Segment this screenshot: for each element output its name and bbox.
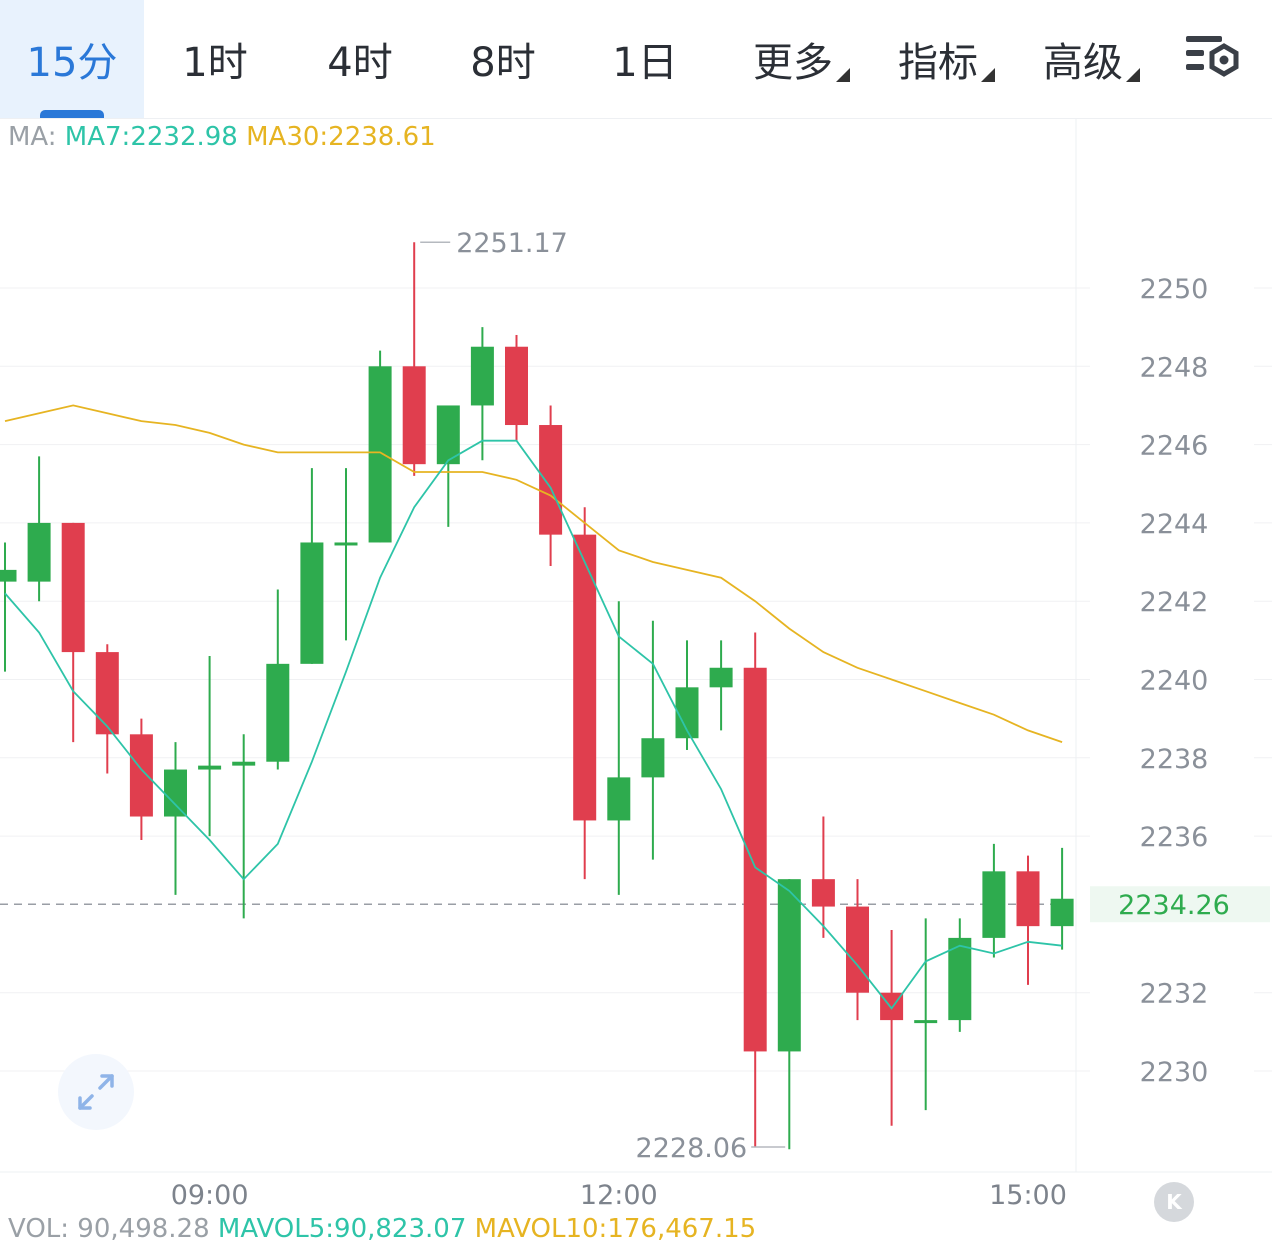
candle-body (61, 522, 85, 653)
dropdown-caret-icon (1126, 68, 1140, 82)
y-tick-label: 2244 (1140, 509, 1209, 540)
tab-label: 更多 (753, 40, 833, 86)
current-price-label: 2234.26 (1118, 890, 1230, 921)
candle-body (777, 879, 801, 1052)
mavol10-value: MAVOL10:176,467.15 (474, 1214, 757, 1244)
y-tick-label: 2238 (1140, 744, 1209, 775)
candle-body (948, 937, 972, 1021)
tab-7[interactable]: 指标 (873, 0, 1003, 118)
ma-legend-label: MA: (8, 122, 57, 152)
tab-3[interactable]: 4时 (295, 0, 425, 118)
tab-4[interactable]: 8时 (438, 0, 568, 118)
high-price-label: 2251.17 (456, 228, 568, 259)
candle-body (27, 522, 51, 582)
candle-body (198, 765, 222, 770)
candle-body (539, 425, 563, 535)
tab-label: 1时 (182, 40, 248, 86)
tab-2[interactable]: 1时 (150, 0, 280, 118)
candle-body (811, 879, 835, 907)
candle-body (607, 777, 631, 821)
y-tick-label: 2236 (1140, 822, 1209, 853)
tab-label: 指标 (898, 40, 978, 86)
expand-arrows-icon (78, 1074, 114, 1110)
y-tick-label: 2230 (1140, 1057, 1209, 1088)
candle-body (470, 346, 494, 406)
ma30-value: MA30:2238.61 (246, 122, 436, 152)
y-tick-label: 2242 (1140, 587, 1209, 618)
candle-body (846, 906, 869, 993)
candle-body (1050, 898, 1074, 927)
ma-legend: MA: MA7:2232.98 MA30:2238.61 (8, 122, 436, 152)
volume-value: VOL: 90,498.28 (8, 1214, 210, 1244)
chart-settings-icon (1186, 36, 1239, 77)
y-tick-label: 2232 (1140, 979, 1209, 1010)
active-tab-indicator (40, 110, 104, 118)
tab-5[interactable]: 1日 (580, 0, 710, 118)
candle-body (0, 569, 17, 582)
candle-body (743, 667, 767, 1052)
tab-label: 1日 (612, 40, 678, 86)
volume-legend: VOL: 90,498.28 MAVOL5:90,823.07 MAVOL10:… (8, 1214, 756, 1244)
tab-1[interactable]: 15分 (0, 0, 144, 118)
candle-body (914, 1020, 938, 1024)
tab-label: 4时 (327, 40, 393, 86)
timeframe-tab-bar: 15分 1时 4时 8时 1日 更多 指标 高级 (0, 0, 1272, 119)
ma30-line (4, 404, 1063, 743)
candle-body (402, 366, 426, 465)
candle-body (436, 405, 460, 465)
dropdown-caret-icon (836, 68, 850, 82)
candle-body (368, 366, 392, 543)
tab-8[interactable]: 高级 (1018, 0, 1148, 118)
y-tick-label: 2248 (1140, 352, 1209, 383)
candle-body (505, 346, 528, 426)
candle-body (129, 734, 153, 817)
dropdown-caret-icon (981, 68, 995, 82)
candle-body (709, 667, 733, 688)
mavol5-value: MAVOL5:90,823.07 (217, 1214, 467, 1244)
y-tick-label: 2250 (1140, 274, 1209, 305)
candle-body (573, 534, 597, 821)
candlestick-chart[interactable]: 2250 2248 2246 2244 2242 2240 2238 2236 2232 2230… (0, 118, 1272, 1218)
ma7-line (4, 439, 1063, 1010)
ma7-value: MA7:2232.98 (64, 122, 238, 152)
tab-label: 15分 (26, 40, 118, 86)
x-tick-label: 09:00 (171, 1180, 249, 1211)
collapse-button[interactable]: K (1154, 1182, 1194, 1222)
y-tick-label: 2240 (1140, 666, 1209, 697)
candle-body (982, 871, 1006, 938)
candle-body (334, 542, 358, 546)
tab-label: 高级 (1043, 40, 1123, 86)
candle-body (641, 738, 665, 778)
current-price-badge (1090, 886, 1270, 923)
chart-settings-button[interactable] (1180, 30, 1244, 86)
candle-body (164, 769, 187, 817)
low-price-label: 2228.06 (636, 1133, 748, 1164)
x-tick-label: 12:00 (580, 1180, 658, 1211)
expand-chart-button[interactable] (58, 1054, 134, 1130)
y-tick-label: 2246 (1140, 431, 1209, 462)
candle-body (1016, 871, 1040, 927)
candle-body (675, 687, 699, 739)
candle-body (300, 542, 324, 664)
tab-label: 8时 (470, 40, 536, 86)
tab-6[interactable]: 更多 (728, 0, 858, 118)
candle-body (266, 663, 290, 762)
x-tick-label: 15:00 (989, 1180, 1067, 1211)
candle-body (95, 652, 119, 735)
candle-body (232, 761, 256, 766)
